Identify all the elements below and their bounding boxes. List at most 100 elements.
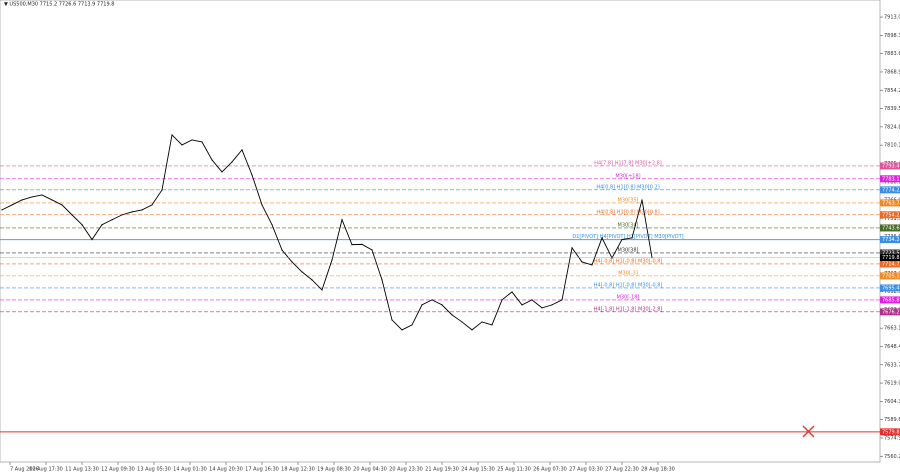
price-point bbox=[411, 324, 413, 326]
x-tick-label: 21 Aug 19:30 bbox=[425, 467, 459, 473]
level-label: M30[-18] bbox=[617, 294, 640, 300]
x-tick-label: 20 Aug 04:30 bbox=[353, 467, 387, 473]
level-label: H4[-0.8] H1[-0.8] M30[-0.8] bbox=[594, 282, 663, 288]
level-label: H4[-0.8] H1[-0.8] M30[-0.8] bbox=[594, 258, 663, 264]
x-tick-label: 20 Aug 23:30 bbox=[389, 467, 423, 473]
x-tick-label: 14 Aug 01:30 bbox=[173, 467, 207, 473]
price-tag-label: 7685.8 bbox=[882, 297, 900, 303]
price-point bbox=[141, 209, 143, 211]
price-line bbox=[1, 134, 653, 331]
price-point bbox=[291, 261, 293, 263]
price-tag-label: 7734.2 bbox=[882, 237, 900, 243]
price-point bbox=[81, 224, 83, 226]
price-tag-label: 7714.7 bbox=[882, 261, 900, 267]
y-tick-label: 7663.1 bbox=[884, 326, 900, 332]
price-point bbox=[481, 321, 483, 323]
price-point bbox=[91, 238, 93, 241]
price-tag-label: 7783.1 bbox=[882, 176, 900, 182]
x-tick-label: 10 Aug 17:30 bbox=[29, 467, 63, 473]
price-point bbox=[211, 159, 213, 161]
price-point bbox=[491, 324, 493, 326]
price-point bbox=[281, 249, 283, 251]
price-point bbox=[21, 199, 23, 201]
price-point bbox=[311, 279, 313, 281]
price-point bbox=[261, 204, 263, 206]
price-point bbox=[121, 214, 123, 216]
price-point bbox=[231, 161, 233, 163]
x-tick-label: 12 Aug 09:30 bbox=[101, 467, 135, 473]
price-tag-label: 7695.4 bbox=[882, 285, 900, 291]
price-tag-label: 7754.2 bbox=[882, 212, 900, 218]
price-point bbox=[151, 204, 153, 206]
y-tick-label: 7619.0 bbox=[884, 381, 900, 387]
y-tick-label: 7648.4 bbox=[884, 344, 900, 350]
level-label: H4[0.8] H1[0.8] M30[0.2] bbox=[596, 184, 659, 190]
x-tick-label: 27 Aug 22:30 bbox=[605, 467, 639, 473]
price-tag bbox=[880, 224, 900, 232]
x-tick-label: 19 Aug 08:30 bbox=[317, 467, 351, 473]
price-tag bbox=[880, 211, 900, 219]
price-point bbox=[521, 304, 523, 306]
current-price-label: 7719.8 bbox=[882, 255, 900, 261]
price-point bbox=[471, 329, 473, 331]
price-point bbox=[441, 304, 443, 306]
price-point bbox=[461, 321, 463, 323]
price-tag-label: 7774.2 bbox=[882, 187, 900, 193]
price-tag bbox=[880, 186, 900, 194]
price-tag bbox=[880, 175, 900, 183]
x-tick-label: 17 Aug 16:30 bbox=[245, 467, 279, 473]
price-point bbox=[621, 238, 623, 241]
x-tick-label: 24 Aug 15:30 bbox=[461, 467, 495, 473]
x-tick-label: 18 Aug 12:30 bbox=[281, 467, 315, 473]
price-point bbox=[181, 144, 183, 146]
price-tag bbox=[880, 162, 900, 170]
price-point bbox=[641, 199, 643, 201]
x-tick-label: 7 Aug 2026 bbox=[10, 467, 39, 473]
price-tag bbox=[880, 249, 900, 257]
y-tick-label: 7854.2 bbox=[884, 88, 900, 94]
price-point bbox=[191, 139, 193, 141]
y-tick-label: 7839.5 bbox=[884, 106, 900, 112]
price-point bbox=[571, 247, 573, 249]
price-point bbox=[341, 219, 343, 221]
y-tick-label: 7898.3 bbox=[884, 33, 900, 39]
level-label: M30[38] bbox=[618, 247, 639, 253]
y-tick-label: 7633.7 bbox=[884, 362, 900, 368]
price-tag-label: 7705.1 bbox=[882, 273, 900, 279]
y-tick-label: 7824.8 bbox=[884, 124, 900, 130]
y-tick-label: 7560.2 bbox=[884, 454, 900, 460]
price-point bbox=[631, 237, 633, 239]
price-point bbox=[61, 204, 63, 206]
level-label: M30[-3] bbox=[618, 270, 638, 276]
price-point bbox=[391, 319, 393, 321]
x-tick-label: 11 Aug 13:30 bbox=[65, 467, 99, 473]
price-point bbox=[131, 211, 133, 213]
price-point bbox=[361, 243, 363, 245]
chart-title: ▼ US500,M30 7715.2 7726.6 7713.9 7719.8 bbox=[4, 2, 114, 8]
level-label: H4[0.8] H1[0.8] M30[0.8] bbox=[596, 209, 659, 215]
price-tag bbox=[880, 296, 900, 304]
price-point bbox=[381, 279, 383, 281]
y-tick-label: 7751.3 bbox=[884, 216, 900, 222]
y-tick-label: 7589.6 bbox=[884, 417, 900, 423]
price-tag bbox=[880, 199, 900, 207]
x-tick-label: 14 Aug 20:30 bbox=[209, 467, 243, 473]
price-point bbox=[541, 307, 543, 309]
price-point bbox=[331, 259, 333, 261]
price-point bbox=[501, 299, 503, 301]
price-tag-label: 7793.4 bbox=[882, 163, 900, 169]
price-tag bbox=[880, 236, 900, 244]
price-point bbox=[601, 237, 603, 239]
price-point bbox=[351, 244, 353, 246]
current-price-tag bbox=[880, 254, 900, 262]
level-label: M30[35] bbox=[618, 197, 639, 203]
y-tick-label: 7868.9 bbox=[884, 69, 900, 75]
price-tag-label: 7723.5 bbox=[882, 250, 900, 256]
price-tag-label: 7763.7 bbox=[882, 200, 900, 206]
level-label: M30[34] bbox=[618, 222, 639, 228]
price-point bbox=[111, 219, 113, 221]
price-point bbox=[171, 134, 173, 136]
plot-frame bbox=[0, 0, 881, 463]
price-point bbox=[101, 224, 103, 226]
